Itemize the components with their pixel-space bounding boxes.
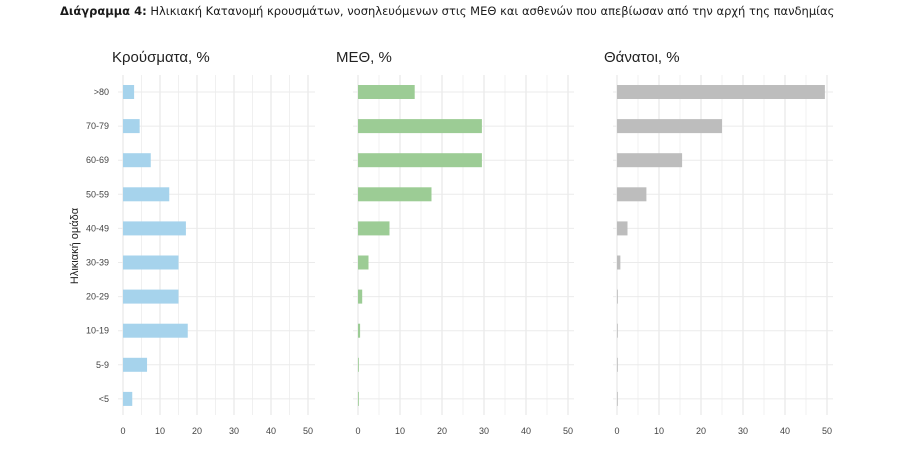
bar <box>358 119 482 134</box>
bar <box>123 119 140 134</box>
x-tick-label: 10 <box>155 426 165 436</box>
x-tick-label: 0 <box>614 426 619 436</box>
x-tick-label: 10 <box>395 426 405 436</box>
bar <box>617 289 618 304</box>
caption-prefix: Διάγραμμα 4: <box>60 4 147 18</box>
panel-title: Κρούσματα, % <box>112 49 210 66</box>
x-tick-label: 30 <box>738 426 748 436</box>
bar <box>123 221 186 236</box>
bar <box>358 85 415 99</box>
caption-text: Ηλικιακή Κατανομή κρουσμάτων, νοσηλευόμε… <box>150 4 835 18</box>
y-axis-label: Ηλικιακή ομάδα <box>69 207 81 284</box>
bar <box>358 221 390 236</box>
bar <box>617 255 621 270</box>
x-tick-label: 30 <box>479 426 489 436</box>
x-tick-label: 20 <box>696 426 706 436</box>
bar <box>358 391 359 406</box>
x-tick-label: 40 <box>266 426 276 436</box>
bar <box>123 323 188 338</box>
y-tick-label: 10-19 <box>86 326 109 336</box>
bar <box>123 187 170 202</box>
bar <box>617 323 618 338</box>
x-tick-label: 40 <box>521 426 531 436</box>
bar <box>123 391 133 406</box>
x-tick-label: 0 <box>120 426 125 436</box>
y-tick-label: 5-9 <box>96 360 109 370</box>
bar <box>123 153 151 168</box>
x-tick-label: 30 <box>229 426 239 436</box>
x-tick-label: 20 <box>192 426 202 436</box>
x-tick-label: 20 <box>437 426 447 436</box>
bar <box>123 357 148 372</box>
bar <box>358 255 369 270</box>
x-tick-label: 0 <box>355 426 360 436</box>
bar <box>617 153 683 168</box>
x-tick-label: 50 <box>563 426 573 436</box>
y-tick-label: 40-49 <box>86 223 109 233</box>
bar <box>358 289 363 304</box>
y-tick-label: >80 <box>94 87 109 97</box>
y-tick-label: <5 <box>99 394 109 404</box>
bar <box>358 357 359 372</box>
y-tick-label: 60-69 <box>86 155 109 165</box>
x-tick-label: 50 <box>303 426 313 436</box>
bar <box>358 323 361 338</box>
y-tick-label: 30-39 <box>86 258 109 268</box>
x-tick-label: 40 <box>780 426 790 436</box>
bar <box>123 289 179 304</box>
bar <box>617 221 628 236</box>
chart-caption: Διάγραμμα 4: Ηλικιακή Κατανομή κρουσμάτω… <box>60 4 834 18</box>
y-tick-label: 70-79 <box>86 121 109 131</box>
bar <box>617 187 647 202</box>
bar <box>123 255 179 270</box>
y-tick-label: 50-59 <box>86 189 109 199</box>
x-tick-label: 50 <box>822 426 832 436</box>
bar <box>123 85 135 99</box>
bar <box>358 153 482 168</box>
bar <box>617 357 618 372</box>
bar <box>617 391 618 406</box>
y-tick-label: 20-29 <box>86 292 109 302</box>
x-tick-label: 10 <box>654 426 664 436</box>
panel-title: Θάνατοι, % <box>604 49 680 66</box>
bar <box>358 187 432 202</box>
bar <box>617 119 722 134</box>
bar <box>617 85 825 99</box>
panel-title: ΜΕΘ, % <box>336 49 392 66</box>
